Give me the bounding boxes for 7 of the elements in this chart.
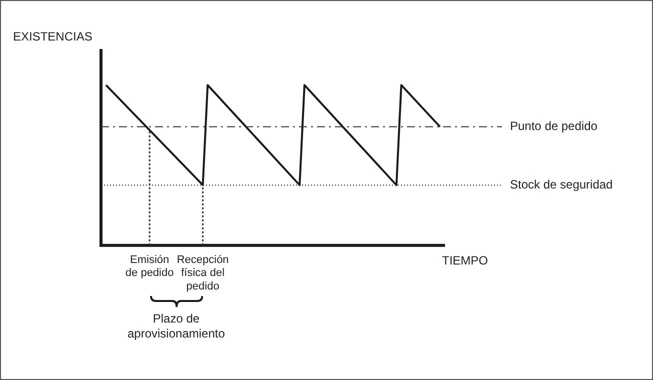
y-axis-title: EXISTENCIAS	[13, 29, 92, 44]
x-axis-title: TIEMPO	[442, 254, 488, 268]
x-tick-label: Recepción física del pedido	[176, 254, 229, 292]
x-tick-label: Emisión de pedido	[125, 254, 174, 280]
ref-line-label: Punto de pedido	[510, 119, 598, 134]
text: Plazo de aprovisionamiento	[127, 312, 226, 341]
ref-line-label: Stock de seguridad	[510, 177, 613, 192]
